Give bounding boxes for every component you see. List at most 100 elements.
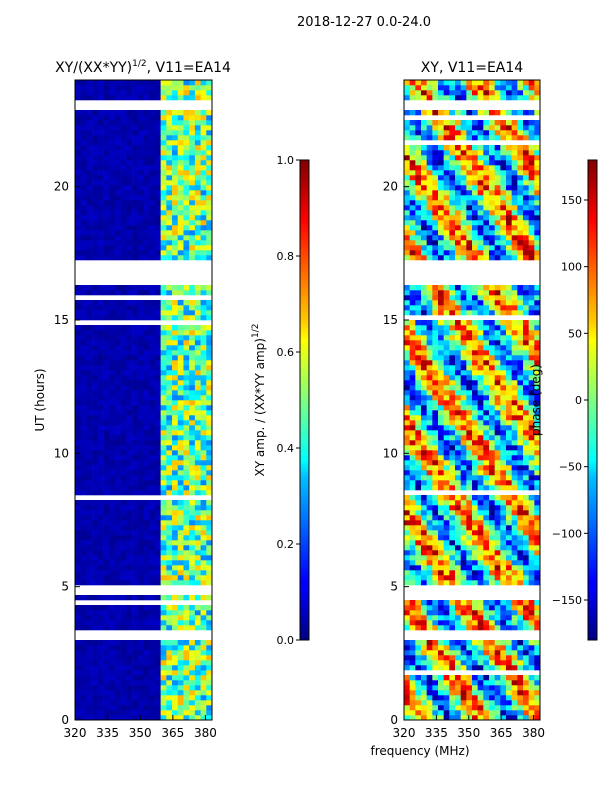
heatmap-cell bbox=[421, 555, 427, 560]
heatmap-cell bbox=[427, 220, 433, 225]
heatmap-cell bbox=[404, 640, 410, 645]
heatmap-cell bbox=[201, 620, 207, 625]
heatmap-cell bbox=[161, 200, 167, 205]
heatmap-cell bbox=[155, 180, 161, 185]
heatmap-cell bbox=[81, 230, 87, 235]
heatmap-cell bbox=[126, 130, 132, 135]
heatmap-cell bbox=[461, 455, 467, 460]
heatmap-cell bbox=[75, 540, 81, 545]
heatmap-cell bbox=[121, 240, 127, 245]
heatmap-cell bbox=[478, 405, 484, 410]
heatmap-cell bbox=[92, 550, 98, 555]
heatmap-cell bbox=[155, 440, 161, 445]
heatmap-cell bbox=[512, 425, 518, 430]
heatmap-cell bbox=[86, 310, 92, 315]
heatmap-cell bbox=[149, 460, 155, 465]
heatmap-cell bbox=[121, 510, 127, 515]
heatmap-cell bbox=[138, 490, 144, 495]
heatmap-cell bbox=[189, 215, 195, 220]
heatmap-cell bbox=[489, 255, 495, 260]
heatmap-cell bbox=[132, 685, 138, 690]
heatmap-cell bbox=[166, 375, 172, 380]
heatmap-cell bbox=[449, 350, 455, 355]
heatmap-cell bbox=[432, 675, 438, 680]
heatmap-cell bbox=[534, 600, 540, 605]
heatmap-cell bbox=[172, 430, 178, 435]
heatmap-cell bbox=[132, 190, 138, 195]
heatmap-cell bbox=[489, 485, 495, 490]
heatmap-cell bbox=[81, 245, 87, 250]
y-tick-label: 5 bbox=[61, 580, 69, 594]
heatmap-cell bbox=[432, 565, 438, 570]
heatmap-cell bbox=[98, 525, 104, 530]
heatmap-cell bbox=[455, 380, 461, 385]
heatmap-cell bbox=[444, 575, 450, 580]
heatmap-cell bbox=[166, 710, 172, 715]
heatmap-cell bbox=[115, 425, 121, 430]
heatmap-cell bbox=[534, 650, 540, 655]
heatmap-cell bbox=[427, 605, 433, 610]
heatmap-cell bbox=[86, 210, 92, 215]
heatmap-cell bbox=[92, 445, 98, 450]
heatmap-cell bbox=[81, 355, 87, 360]
heatmap-cell bbox=[155, 135, 161, 140]
heatmap-cell bbox=[495, 625, 501, 630]
heatmap-cell bbox=[104, 240, 110, 245]
heatmap-cell bbox=[500, 430, 506, 435]
heatmap-cell bbox=[455, 515, 461, 520]
amplitude-colorbar-gradient bbox=[300, 160, 309, 640]
heatmap-cell bbox=[478, 440, 484, 445]
heatmap-cell bbox=[432, 620, 438, 625]
heatmap-cell bbox=[86, 555, 92, 560]
heatmap-cell bbox=[144, 370, 150, 375]
heatmap-cell bbox=[195, 695, 201, 700]
heatmap-cell bbox=[132, 670, 138, 675]
heatmap-cell bbox=[478, 380, 484, 385]
heatmap-cell bbox=[189, 385, 195, 390]
heatmap-cell bbox=[206, 470, 212, 475]
heatmap-cell bbox=[166, 490, 172, 495]
heatmap-cell bbox=[115, 340, 121, 345]
heatmap-cell bbox=[166, 535, 172, 540]
heatmap-cell bbox=[155, 195, 161, 200]
heatmap-cell bbox=[410, 480, 416, 485]
heatmap-cell bbox=[206, 705, 212, 710]
heatmap-cell bbox=[517, 570, 523, 575]
heatmap-cell bbox=[81, 140, 87, 145]
heatmap-cell bbox=[104, 515, 110, 520]
heatmap-cell bbox=[512, 475, 518, 480]
heatmap-cell bbox=[432, 325, 438, 330]
heatmap-cell bbox=[466, 430, 472, 435]
heatmap-cell bbox=[172, 455, 178, 460]
heatmap-cell bbox=[178, 520, 184, 525]
heatmap-cell bbox=[404, 645, 410, 650]
heatmap-cell bbox=[178, 500, 184, 505]
heatmap-cell bbox=[183, 445, 189, 450]
heatmap-cell bbox=[489, 525, 495, 530]
heatmap-cell bbox=[132, 665, 138, 670]
heatmap-cell bbox=[98, 440, 104, 445]
heatmap-cell bbox=[149, 355, 155, 360]
heatmap-cell bbox=[529, 440, 535, 445]
heatmap-cell bbox=[126, 390, 132, 395]
heatmap-cell bbox=[166, 505, 172, 510]
heatmap-cell bbox=[178, 645, 184, 650]
heatmap-cell bbox=[415, 320, 421, 325]
heatmap-cell bbox=[427, 340, 433, 345]
heatmap-cell bbox=[523, 650, 529, 655]
heatmap-cell bbox=[432, 555, 438, 560]
heatmap-cell bbox=[489, 245, 495, 250]
heatmap-cell bbox=[534, 195, 540, 200]
heatmap-cell bbox=[138, 85, 144, 90]
heatmap-cell bbox=[455, 470, 461, 475]
heatmap-cell bbox=[86, 255, 92, 260]
heatmap-cell bbox=[132, 655, 138, 660]
heatmap-cell bbox=[189, 645, 195, 650]
heatmap-cell bbox=[161, 395, 167, 400]
heatmap-cell bbox=[432, 625, 438, 630]
heatmap-cell bbox=[121, 195, 127, 200]
heatmap-cell bbox=[427, 690, 433, 695]
heatmap-cell bbox=[529, 690, 535, 695]
heatmap-cell bbox=[495, 605, 501, 610]
heatmap-cell bbox=[132, 650, 138, 655]
